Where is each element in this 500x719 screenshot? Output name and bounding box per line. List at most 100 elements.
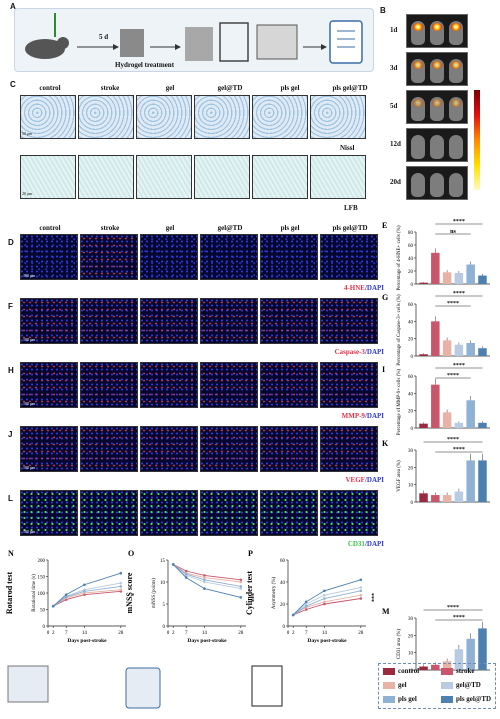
mouse-silhouette — [449, 135, 463, 159]
ivis-day-label: 12d — [390, 140, 401, 148]
line-charts: N Rotarod test 0 50 100 150 200 0 2 7 14 28 Days pos… — [0, 548, 384, 714]
bar — [431, 321, 440, 356]
x-tick-label: 28 — [358, 631, 364, 636]
rotarod-icon — [256, 24, 298, 60]
data-point — [359, 589, 363, 593]
heat-signal — [451, 61, 461, 69]
legend-swatch — [383, 681, 395, 689]
bar — [419, 493, 428, 502]
bar — [478, 348, 487, 356]
x-tick-label: 7 — [65, 631, 68, 636]
panel-letter-k: K — [382, 439, 389, 448]
y-tick-label: 200 — [38, 559, 46, 564]
fluorescence-image — [200, 490, 258, 536]
bar — [454, 422, 464, 428]
bar-chart-e: E 0 20 40 60 80 Percentage of 4-HNE+ cells (%)… — [382, 219, 490, 291]
group-header: gel@TD — [217, 224, 243, 232]
panel-letter-i: I — [382, 365, 385, 374]
panel-letter-m: M — [382, 607, 390, 616]
x-tick-label: 0 — [47, 631, 50, 636]
marker-label: Caspase-3 — [334, 348, 365, 356]
series-line — [172, 563, 241, 581]
y-tick-label: 0 — [283, 625, 286, 630]
bar — [419, 282, 428, 284]
data-point — [203, 578, 206, 582]
y-tick-label: 0 — [43, 625, 46, 630]
injection-device-icon — [120, 29, 144, 57]
ivis-day-label: 3d — [390, 64, 398, 72]
data-point — [359, 593, 363, 597]
mouse-silhouette — [430, 135, 444, 159]
data-point — [304, 600, 308, 604]
group-header: control — [39, 224, 61, 232]
checklist-icon — [329, 20, 363, 64]
fluo-group-headers: control stroke gel gel@TD pls gel pls gel@TD — [20, 224, 380, 234]
x-tick-label: 7 — [305, 631, 308, 636]
group-header: pls gel — [280, 84, 300, 92]
mouse-silhouette — [430, 97, 444, 121]
fluorescence-image: 100 μm — [20, 426, 78, 472]
data-point — [119, 588, 123, 591]
x-tick-label: 7 — [185, 631, 188, 636]
marker-label: CD31 — [347, 540, 365, 548]
legend-item: pls gel@TD — [441, 695, 491, 703]
bar — [466, 264, 475, 284]
legend-swatch — [383, 667, 395, 675]
fluorescence-image: 100 μm — [20, 362, 78, 408]
data-point — [119, 571, 123, 575]
y-axis-label: VEGF area (%) — [397, 460, 402, 492]
fluorescence-image — [200, 362, 258, 408]
mouse-silhouette — [430, 21, 444, 45]
lfb-image — [20, 155, 76, 199]
x-tick-label: 28 — [238, 631, 244, 636]
fluorescence-image — [320, 426, 378, 472]
data-point — [239, 585, 243, 588]
x-axis-label: Days post-stroke — [187, 638, 227, 644]
fluorescence-image — [200, 298, 258, 344]
y-axis-label: Rotational time (s) — [32, 574, 37, 612]
ivis-image — [406, 166, 468, 200]
heat-signal — [413, 99, 423, 107]
data-point — [239, 578, 243, 582]
data-point — [304, 608, 308, 611]
bar — [442, 412, 452, 428]
nissl-image — [20, 95, 76, 139]
panel-c-histology: 50 μm 20 μm — [20, 95, 380, 213]
lfb-image — [136, 155, 192, 199]
legend-label: stroke — [456, 667, 475, 675]
checklist-icon — [125, 667, 161, 709]
chart-title: mNSS score — [125, 572, 134, 613]
y-tick-label: 20 — [408, 270, 414, 275]
y-tick-label: 100 — [38, 592, 46, 597]
series-line — [172, 564, 241, 587]
y-tick-label: 50 — [40, 609, 46, 614]
data-point — [359, 578, 363, 582]
group-header: pls gel@TD — [332, 224, 368, 232]
x-axis-label: Days post-stroke — [307, 638, 347, 644]
mouse-silhouette — [411, 135, 425, 159]
stain-label: VEGF/DAPI — [345, 476, 384, 484]
panel-letter-f: F — [8, 302, 13, 311]
y-tick-label: 20 — [408, 466, 414, 471]
data-point — [203, 576, 206, 579]
schematic-graphics — [25, 13, 363, 64]
y-tick-label: 60 — [280, 559, 286, 564]
scale-bar-label: 100 μm — [23, 401, 36, 406]
legend-item: pls gel — [383, 695, 417, 703]
x-tick-label: 28 — [118, 631, 124, 636]
bar — [466, 400, 475, 428]
lfb-image — [310, 155, 366, 199]
x-tick-label: 2 — [292, 631, 295, 636]
panel-letter-j: J — [8, 430, 13, 439]
y-tick-label: 30 — [408, 449, 414, 454]
scale-bar-label: 100 μm — [23, 529, 36, 534]
fluorescence-image — [140, 426, 198, 472]
bar-charts: E 0 20 40 60 80 Percentage of 4-HNE+ cells (%)… — [382, 218, 500, 678]
significance-label: **** — [447, 605, 459, 611]
fluorescence-image: 100 μm — [20, 490, 78, 536]
bar — [466, 638, 475, 670]
